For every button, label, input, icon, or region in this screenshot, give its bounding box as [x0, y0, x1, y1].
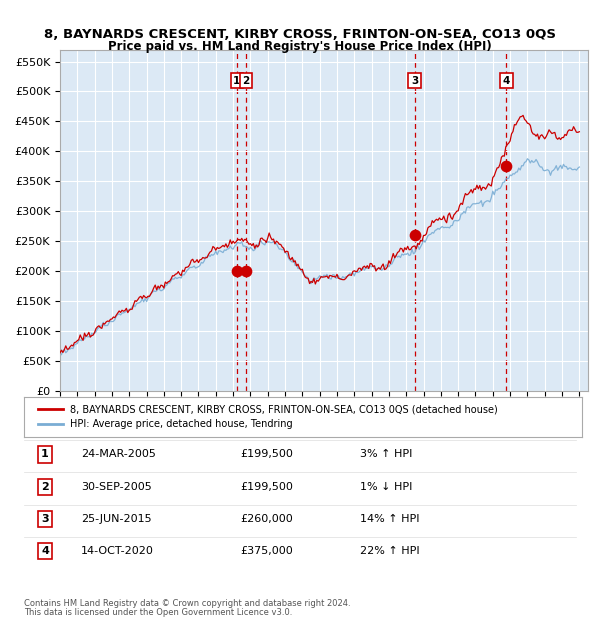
Text: 4: 4 — [41, 546, 49, 556]
Text: 14% ↑ HPI: 14% ↑ HPI — [360, 514, 419, 524]
Text: £199,500: £199,500 — [240, 450, 293, 459]
Text: 1: 1 — [41, 450, 49, 459]
Point — [410, 230, 419, 240]
Text: 30-SEP-2005: 30-SEP-2005 — [81, 482, 152, 492]
Text: 1% ↓ HPI: 1% ↓ HPI — [360, 482, 412, 492]
Text: 22% ↑ HPI: 22% ↑ HPI — [360, 546, 419, 556]
Text: This data is licensed under the Open Government Licence v3.0.: This data is licensed under the Open Gov… — [24, 608, 292, 617]
Text: 25-JUN-2015: 25-JUN-2015 — [81, 514, 152, 524]
Point — [502, 161, 511, 171]
Text: 4: 4 — [503, 76, 510, 86]
Text: 2: 2 — [41, 482, 49, 492]
Text: 14-OCT-2020: 14-OCT-2020 — [81, 546, 154, 556]
Text: 24-MAR-2005: 24-MAR-2005 — [81, 450, 156, 459]
Text: £199,500: £199,500 — [240, 482, 293, 492]
Text: 1: 1 — [233, 76, 241, 86]
Legend: 8, BAYNARDS CRESCENT, KIRBY CROSS, FRINTON-ON-SEA, CO13 0QS (detached house), HP: 8, BAYNARDS CRESCENT, KIRBY CROSS, FRINT… — [34, 401, 502, 433]
Text: 2: 2 — [242, 76, 250, 86]
Text: £375,000: £375,000 — [240, 546, 293, 556]
Text: £260,000: £260,000 — [240, 514, 293, 524]
Point — [232, 267, 242, 277]
Text: 3: 3 — [411, 76, 418, 86]
Text: Contains HM Land Registry data © Crown copyright and database right 2024.: Contains HM Land Registry data © Crown c… — [24, 600, 350, 608]
Text: 3: 3 — [41, 514, 49, 524]
Text: 3% ↑ HPI: 3% ↑ HPI — [360, 450, 412, 459]
Point — [241, 267, 251, 277]
Text: 8, BAYNARDS CRESCENT, KIRBY CROSS, FRINTON-ON-SEA, CO13 0QS: 8, BAYNARDS CRESCENT, KIRBY CROSS, FRINT… — [44, 28, 556, 40]
Text: Price paid vs. HM Land Registry's House Price Index (HPI): Price paid vs. HM Land Registry's House … — [108, 40, 492, 53]
